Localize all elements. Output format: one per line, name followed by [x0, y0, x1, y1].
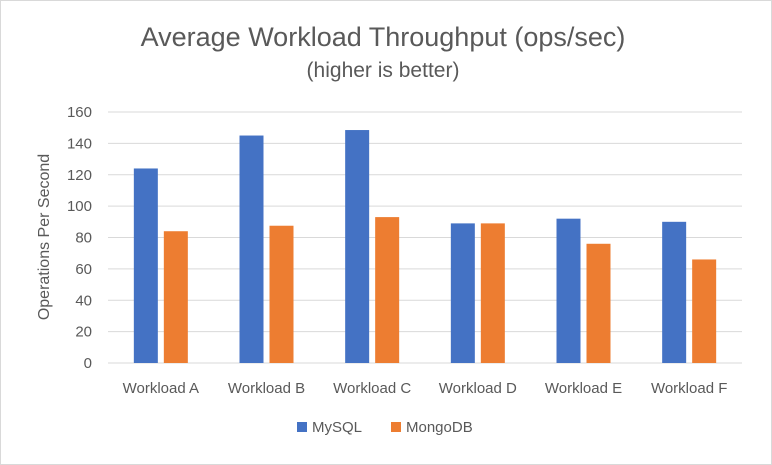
- bar-mysql-workload-d: [450, 223, 475, 363]
- x-tick-label: Workload F: [651, 380, 727, 397]
- bar-mongodb-workload-e: [586, 243, 611, 363]
- x-tick-label: Workload A: [123, 380, 199, 397]
- legend-label-mongodb: MongoDB: [406, 419, 473, 436]
- bar-mongodb-workload-d: [480, 223, 505, 363]
- bar-mysql-workload-f: [662, 221, 687, 363]
- x-tick-label: Workload D: [439, 380, 517, 397]
- y-tick-label: 160: [67, 104, 92, 121]
- y-axis: 0 20 40 60 80 100 120 140 160: [67, 104, 92, 372]
- bar-mongodb-workload-c: [375, 217, 400, 363]
- legend-label-mysql: MySQL: [312, 419, 362, 436]
- bar-mongodb-workload-a: [163, 231, 188, 363]
- y-tick-label: 0: [84, 355, 92, 372]
- bar-mysql-workload-a: [133, 168, 158, 363]
- y-tick-label: 60: [75, 261, 92, 278]
- bar-mysql-workload-c: [345, 130, 370, 363]
- x-tick-label: Workload B: [228, 380, 305, 397]
- legend-swatch-mongodb: [391, 422, 401, 432]
- x-axis: Workload A Workload B Workload C Workload D…: [123, 380, 728, 397]
- legend-swatch-mysql: [297, 422, 307, 432]
- y-tick-label: 100: [67, 198, 92, 215]
- y-tick-label: 20: [75, 324, 92, 341]
- bar-mysql-workload-b: [239, 135, 264, 363]
- y-axis-title: Operations Per Second: [36, 154, 53, 320]
- y-tick-label: 80: [75, 230, 92, 247]
- y-tick-label: 140: [67, 135, 92, 152]
- chart-title: Average Workload Throughput (ops/sec): [141, 22, 626, 52]
- bars: [133, 130, 717, 363]
- bar-mongodb-workload-f: [692, 259, 717, 363]
- x-tick-label: Workload E: [545, 380, 622, 397]
- legend: MySQL MongoDB: [297, 419, 473, 436]
- bar-mongodb-workload-b: [269, 225, 294, 363]
- chart-subtitle: (higher is better): [307, 59, 460, 82]
- x-tick-label: Workload C: [333, 380, 411, 397]
- gridlines: [108, 111, 742, 364]
- y-tick-label: 40: [75, 292, 92, 309]
- y-tick-label: 120: [67, 167, 92, 184]
- bar-mysql-workload-e: [556, 218, 581, 363]
